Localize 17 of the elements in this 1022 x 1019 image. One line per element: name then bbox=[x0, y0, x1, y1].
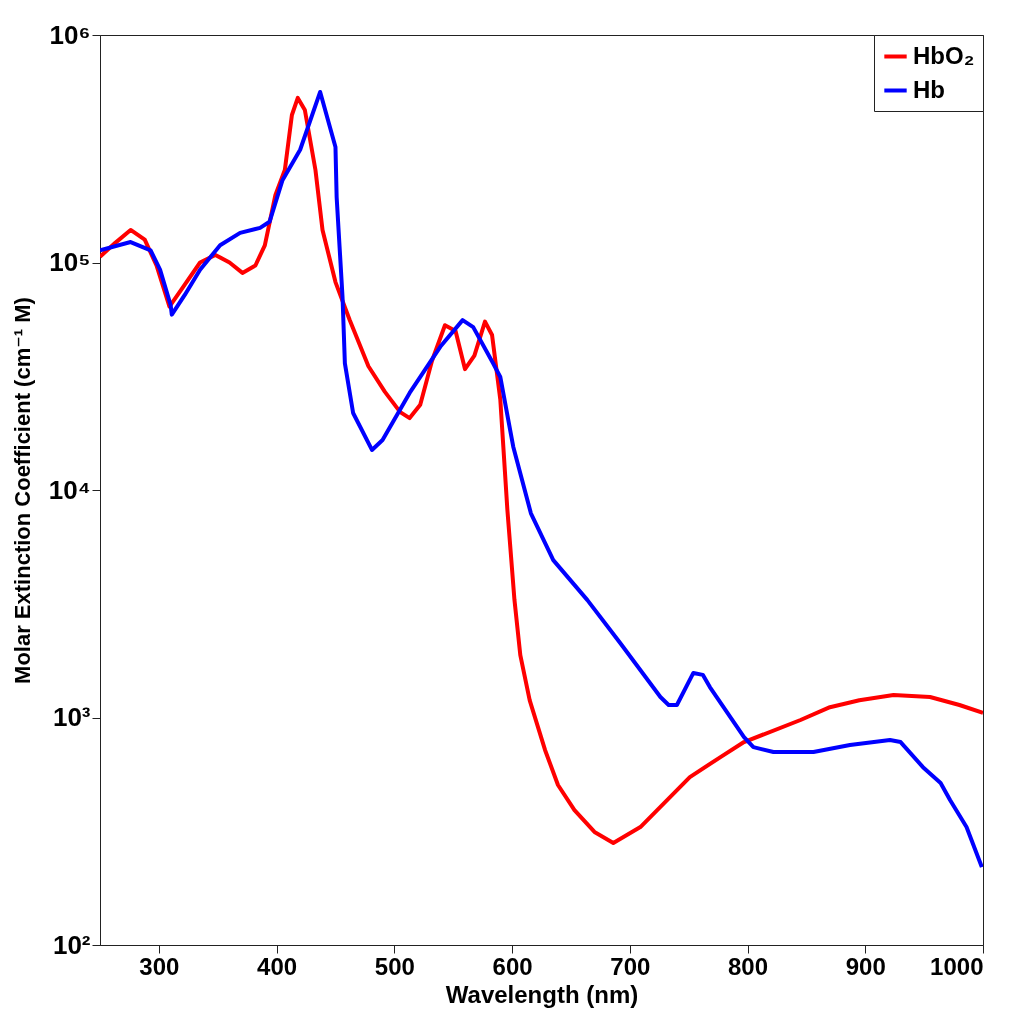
x-tick-label: 800 bbox=[728, 952, 769, 980]
legend-label: HbO₂ bbox=[913, 41, 975, 69]
y-tick-label: 10⁶ bbox=[49, 19, 91, 50]
legend-label: Hb bbox=[913, 75, 945, 103]
x-tick-label: 500 bbox=[374, 952, 415, 980]
x-tick-label: 600 bbox=[492, 952, 533, 980]
y-tick-label: 10³ bbox=[52, 702, 91, 732]
y-tick-label: 10⁵ bbox=[49, 247, 91, 277]
y-tick-label: 10² bbox=[52, 929, 91, 960]
x-tick-label: 400 bbox=[257, 952, 298, 980]
x-tick-label: 300 bbox=[139, 952, 180, 980]
y-axis-title: Molar Extinction Coefficient (cm⁻¹ M) bbox=[9, 297, 35, 684]
x-axis-title: Wavelength (nm) bbox=[445, 980, 639, 1008]
x-tick-label: 1000 bbox=[930, 952, 984, 980]
x-tick-label: 700 bbox=[610, 952, 651, 980]
x-tick-label: 900 bbox=[845, 952, 886, 980]
y-tick-label: 10⁴ bbox=[48, 474, 91, 505]
